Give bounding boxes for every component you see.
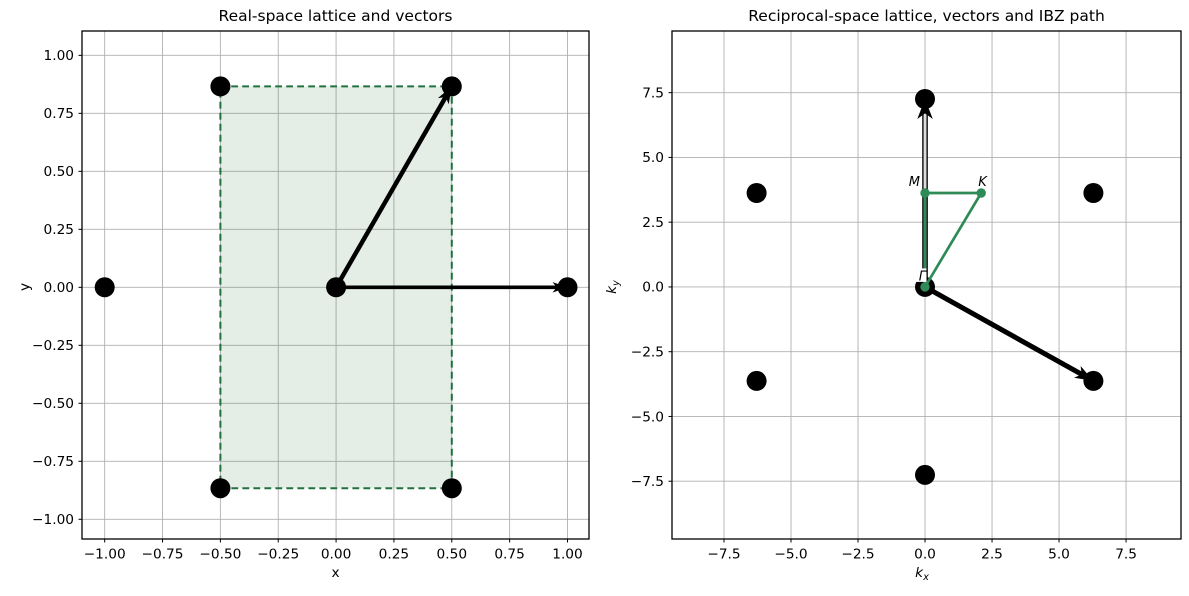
x-tick-label: −7.5 xyxy=(707,547,740,563)
lattice-point xyxy=(94,277,115,298)
x-tick-label: −0.25 xyxy=(257,547,299,563)
y-tick-label: 1.00 xyxy=(44,48,74,64)
lattice-point xyxy=(557,277,578,298)
lattice-point xyxy=(210,478,231,499)
x-tick-label: −1.00 xyxy=(84,547,126,563)
ticks: −1.00 −0.75 −0.50 −0.25 0.00 0.25 0.50 0.75 1.00… xyxy=(32,48,583,562)
ibz-vertex-K xyxy=(976,188,986,198)
lattice-point xyxy=(915,89,935,109)
ibz-label-M: M xyxy=(909,175,920,190)
vector-a2-shaft xyxy=(334,93,450,289)
lattice-point xyxy=(441,478,462,499)
x-tick-label: 0.0 xyxy=(914,547,936,563)
lattice-points xyxy=(94,76,578,499)
ticks: −7.5 −5.0 −2.5 0.0 2.5 5.0 7.5 −7.5 −5.0 −2.5 0.0 2… xyxy=(631,86,1137,563)
y-tick-label: 0.0 xyxy=(642,280,664,296)
x-tick-label: 1.00 xyxy=(552,547,582,563)
lattice-point xyxy=(326,277,347,298)
x-axis-label-left: x xyxy=(331,565,339,581)
lattice-vectors xyxy=(917,99,1094,381)
y-tick-label: −0.50 xyxy=(32,396,74,412)
lattice-point xyxy=(210,76,231,97)
y-tick-label: −1.00 xyxy=(32,512,74,528)
x-tick-label: 0.25 xyxy=(379,547,409,563)
y-axis-label-left: y xyxy=(17,283,33,291)
x-tick-label: 2.5 xyxy=(981,547,1003,563)
ibz-vertex-Γ xyxy=(920,282,930,292)
vector-b1-shaft xyxy=(923,284,1086,379)
x-axis-label-right: kx xyxy=(915,565,929,583)
x-tick-label: 7.5 xyxy=(1115,547,1137,563)
lattice-point xyxy=(1083,370,1104,391)
ibz-label-bbox-Γ xyxy=(913,268,927,282)
y-tick-label: 7.5 xyxy=(642,86,664,102)
ibz-label-K: K xyxy=(978,175,988,190)
lattice-point xyxy=(746,370,767,391)
x-tick-label: −0.50 xyxy=(199,547,241,563)
y-tick-label: 0.75 xyxy=(44,106,74,122)
ibz-path-line xyxy=(923,191,984,292)
y-tick-label: 0.25 xyxy=(44,222,74,238)
y-tick-label: −5.0 xyxy=(631,409,664,425)
y-tick-label: 2.5 xyxy=(642,215,664,231)
ibz-vertex-M xyxy=(920,188,930,198)
y-tick-label: −2.5 xyxy=(631,345,664,361)
lattice-point xyxy=(915,464,935,485)
lattice-point xyxy=(1083,183,1104,203)
real-space-plot-title: Real-space lattice and vectors xyxy=(219,7,453,25)
x-tick-label: 5.0 xyxy=(1048,547,1070,563)
x-tick-label: 0.00 xyxy=(321,547,351,563)
axes-spines xyxy=(671,30,1182,540)
y-tick-label: −0.75 xyxy=(32,454,74,470)
real-space-axes: −1.00 −0.75 −0.50 −0.25 0.00 0.25 0.50 0.75 1.00… xyxy=(32,30,590,563)
x-tick-label: 0.50 xyxy=(437,547,467,563)
x-tick-label: −5.0 xyxy=(774,547,807,563)
y-tick-label: 5.0 xyxy=(642,150,664,166)
reciprocal-space-axes: Γ M K −7.5 −5.0 −2.5 0.0 2.5 5.0 7.5 −7.5 −5.0 −2.5 0… xyxy=(631,30,1182,563)
x-tick-label: 0.75 xyxy=(494,547,524,563)
reciprocal-space-plot-title: Reciprocal-space lattice, vectors and IB… xyxy=(748,7,1105,25)
y-tick-label: 0.00 xyxy=(44,280,74,296)
lattice-point xyxy=(746,183,767,203)
y-axis-label-right: ky xyxy=(604,280,622,294)
ibz-label-Γ: Γ xyxy=(919,269,928,284)
ibz-path: Γ M K xyxy=(909,175,988,292)
y-tick-label: 0.50 xyxy=(44,164,74,180)
y-tick-label: −0.25 xyxy=(32,338,74,354)
axes-spines xyxy=(81,30,590,540)
lattice-point xyxy=(441,76,462,97)
y-tick-label: −7.5 xyxy=(631,474,664,490)
x-tick-label: −2.5 xyxy=(841,547,874,563)
vector-b2-arrowhead xyxy=(917,99,933,119)
x-tick-label: −0.75 xyxy=(142,547,184,563)
